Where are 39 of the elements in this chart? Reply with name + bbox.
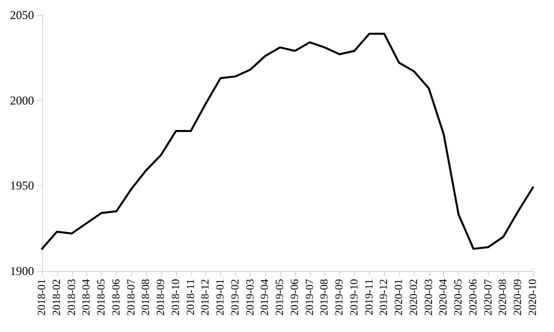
x-tick-label: 2020-07 — [482, 278, 494, 316]
x-tick-label: 2019-08 — [318, 278, 331, 316]
x-tick-label: 2018-06 — [110, 278, 122, 316]
x-tick-label: 2019-05 — [274, 278, 286, 316]
x-tick-label: 2020-06 — [467, 278, 480, 316]
x-tick-label: 2018-08 — [140, 278, 152, 316]
x-tick-label: 2018-03 — [66, 278, 78, 316]
x-tick-label: 2018-10 — [170, 278, 182, 316]
x-tick-label: 2020-05 — [452, 278, 465, 316]
y-tick-label: 2050 — [10, 8, 34, 22]
x-tick-label: 2019-09 — [334, 278, 346, 316]
x-tick-label: 2018-11 — [184, 279, 197, 316]
y-tick-label: 1900 — [10, 264, 34, 278]
x-tick-label: 2018-02 — [50, 279, 63, 316]
x-tick-label: 2018-01 — [36, 279, 48, 316]
x-tick-label: 2019-02 — [229, 279, 242, 316]
x-tick-label: 2019-06 — [288, 278, 301, 316]
y-tick-label: 2000 — [10, 93, 34, 108]
x-tick-label: 2018-12 — [200, 279, 212, 316]
x-tick-label: 2019-11 — [363, 279, 376, 316]
y-tick-label: 1950 — [10, 178, 34, 193]
x-tick-label: 2020-02 — [408, 279, 420, 316]
x-tick-label: 2020-09 — [512, 278, 524, 316]
x-tick-label: 2019-01 — [214, 279, 227, 316]
x-tick-label: 2018-07 — [125, 278, 138, 316]
x-tick-label: 2019-12 — [378, 279, 390, 316]
x-tick-label: 2019-03 — [244, 278, 256, 316]
x-tick-label: 2019-04 — [259, 278, 272, 316]
x-tick-label: 2018-09 — [155, 278, 168, 316]
x-tick-label: 2020-10 — [527, 278, 539, 316]
x-tick-label: 2020-04 — [438, 278, 450, 316]
x-tick-label: 2020-03 — [422, 278, 435, 316]
x-tick-label: 2019-07 — [304, 278, 316, 316]
x-tick-label: 2018-04 — [80, 278, 93, 316]
x-tick-label: 2018-05 — [96, 278, 108, 316]
x-tick-label: 2020-08 — [497, 278, 510, 316]
x-tick-label: 2019-10 — [348, 278, 360, 316]
x-tick-label: 2020-01 — [393, 279, 406, 316]
line-series — [41, 32, 534, 250]
